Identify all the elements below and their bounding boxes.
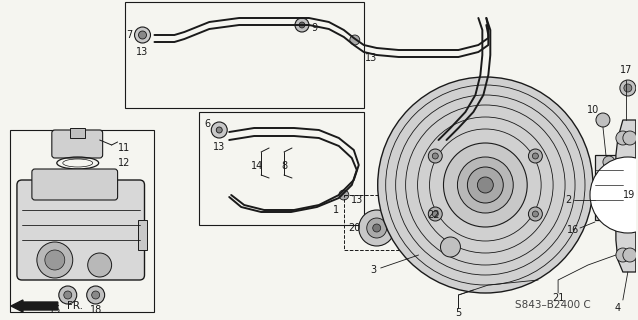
Circle shape — [468, 167, 503, 203]
Text: 19: 19 — [623, 190, 635, 200]
Text: 3: 3 — [371, 265, 377, 275]
Circle shape — [596, 113, 610, 127]
Circle shape — [590, 157, 638, 233]
Circle shape — [477, 177, 493, 193]
Circle shape — [428, 207, 442, 221]
Circle shape — [359, 210, 395, 246]
Circle shape — [299, 22, 305, 28]
Text: 1: 1 — [332, 205, 339, 215]
Circle shape — [350, 35, 360, 45]
Text: 18: 18 — [89, 305, 102, 315]
Text: FR.: FR. — [67, 301, 83, 311]
Circle shape — [295, 18, 309, 32]
Bar — [344, 195, 424, 250]
Bar — [70, 128, 85, 138]
Bar — [138, 220, 147, 250]
Text: 4: 4 — [615, 303, 621, 313]
Bar — [199, 112, 364, 225]
Circle shape — [87, 286, 105, 304]
Text: 13: 13 — [137, 47, 149, 57]
Polygon shape — [616, 120, 636, 272]
Circle shape — [216, 127, 222, 133]
Bar — [595, 155, 623, 220]
Circle shape — [532, 211, 538, 217]
Circle shape — [528, 207, 542, 221]
Text: 13: 13 — [351, 195, 363, 205]
Circle shape — [367, 218, 387, 238]
Text: 15: 15 — [48, 305, 61, 315]
Text: 7: 7 — [126, 30, 133, 40]
Circle shape — [37, 242, 73, 278]
Circle shape — [528, 149, 542, 163]
Circle shape — [433, 211, 438, 217]
Text: 8: 8 — [281, 161, 287, 171]
Circle shape — [603, 156, 615, 168]
Circle shape — [378, 77, 593, 293]
Text: 16: 16 — [567, 225, 579, 235]
Text: 9: 9 — [312, 23, 318, 33]
Bar — [10, 130, 154, 312]
Text: 13: 13 — [213, 142, 225, 152]
Circle shape — [532, 153, 538, 159]
Text: 10: 10 — [587, 105, 599, 115]
Circle shape — [339, 190, 349, 200]
Text: 22: 22 — [427, 210, 440, 220]
Text: 6: 6 — [204, 119, 211, 129]
Circle shape — [373, 224, 381, 232]
Circle shape — [45, 250, 65, 270]
Text: S843–B2400 C: S843–B2400 C — [516, 300, 591, 310]
Circle shape — [59, 286, 77, 304]
Circle shape — [623, 248, 637, 262]
Text: 20: 20 — [348, 223, 360, 233]
Circle shape — [135, 27, 151, 43]
FancyBboxPatch shape — [32, 169, 117, 200]
FancyBboxPatch shape — [17, 180, 144, 280]
Circle shape — [87, 253, 112, 277]
Circle shape — [92, 291, 100, 299]
Circle shape — [433, 153, 438, 159]
Circle shape — [616, 248, 630, 262]
Circle shape — [457, 157, 513, 213]
Text: 11: 11 — [117, 143, 130, 153]
Circle shape — [64, 291, 71, 299]
Circle shape — [624, 84, 632, 92]
Text: 13: 13 — [364, 53, 377, 63]
Circle shape — [620, 80, 636, 96]
Text: 5: 5 — [456, 308, 461, 318]
Circle shape — [603, 189, 615, 201]
Circle shape — [211, 122, 227, 138]
Circle shape — [616, 131, 630, 145]
FancyBboxPatch shape — [52, 130, 103, 158]
Text: 12: 12 — [117, 158, 130, 168]
Circle shape — [443, 143, 527, 227]
Circle shape — [623, 131, 637, 145]
Circle shape — [440, 237, 461, 257]
Text: 17: 17 — [619, 65, 632, 75]
Circle shape — [428, 149, 442, 163]
Bar — [124, 2, 364, 108]
Text: 14: 14 — [251, 161, 263, 171]
Text: 21: 21 — [552, 293, 564, 303]
Text: 2: 2 — [565, 195, 571, 205]
Circle shape — [138, 31, 147, 39]
FancyArrow shape — [11, 300, 58, 312]
